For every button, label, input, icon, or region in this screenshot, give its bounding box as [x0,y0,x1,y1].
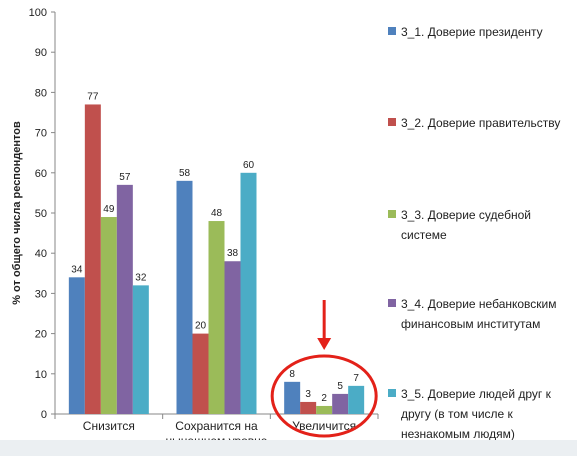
data-label: 49 [103,204,115,215]
y-tick-label: 100 [29,7,47,19]
bar [116,184,133,414]
data-label: 60 [243,160,255,171]
data-label: 58 [179,168,191,179]
data-label: 38 [227,248,239,259]
bar [348,385,365,414]
data-label: 77 [87,91,99,102]
legend: 3_1. Доверие президенту 3_2. Доверие пра… [388,0,577,456]
data-label: 57 [119,172,131,183]
legend-label: 3_2. Доверие правительству [401,116,561,130]
y-tick-label: 20 [35,329,47,341]
y-axis-title: % от общего числа респондентов [11,121,23,305]
data-label: 20 [195,321,207,332]
legend-swatch [388,389,396,397]
legend-item: 3_1. Доверие президенту [388,22,577,42]
y-tick-label: 10 [35,369,47,381]
bar [316,405,333,414]
bar [332,393,349,414]
bar [192,333,209,414]
legend-swatch [388,27,396,35]
data-label: 32 [135,272,147,283]
y-tick-label: 80 [35,87,47,99]
legend-label: 3_4. Доверие небанковским финансовым инс… [401,297,557,331]
y-tick-label: 30 [35,288,47,300]
bar [224,261,241,414]
x-tick-label: Увеличится [292,419,356,433]
data-label: 3 [305,389,311,400]
data-label: 48 [211,208,223,219]
bar [240,172,257,414]
data-label: 34 [71,264,83,275]
y-tick-label: 40 [35,248,47,260]
legend-swatch [388,118,396,126]
legend-item: 3_2. Доверие правительству [388,113,577,133]
annotation-ellipse [270,354,378,438]
bar [176,180,193,414]
legend-swatch [388,210,396,218]
y-tick-label: 70 [35,128,47,140]
legend-swatch [388,299,396,307]
legend-label: 3_3. Доверие судебной системе [401,208,531,242]
x-tick-label: Снизится [83,419,135,433]
legend-item: 3_4. Доверие небанковским финансовым инс… [388,294,577,334]
y-tick-label: 60 [35,168,47,180]
y-tick-label: 0 [41,409,47,421]
bar [68,277,85,414]
legend-item: 3_3. Доверие судебной системе [388,205,577,245]
legend-label: 3_1. Доверие президенту [401,25,543,39]
data-label: 2 [321,393,327,404]
annotation-arrow-head [317,338,332,350]
bar [300,401,317,414]
bar [208,221,225,414]
data-label: 8 [289,369,295,380]
footer-band [0,440,577,456]
y-tick-label: 90 [35,47,47,59]
data-label: 7 [353,373,359,384]
bar [100,217,117,414]
legend-label: 3_5. Доверие людей друг к другу (в том ч… [401,387,551,441]
bar [132,285,149,414]
legend-item: 3_5. Доверие людей друг к другу (в том ч… [388,384,577,444]
data-label: 5 [337,381,343,392]
bar [84,104,101,415]
bar [284,381,301,414]
x-tick-label: Сохранится на [175,419,258,433]
y-tick-label: 50 [35,208,47,220]
